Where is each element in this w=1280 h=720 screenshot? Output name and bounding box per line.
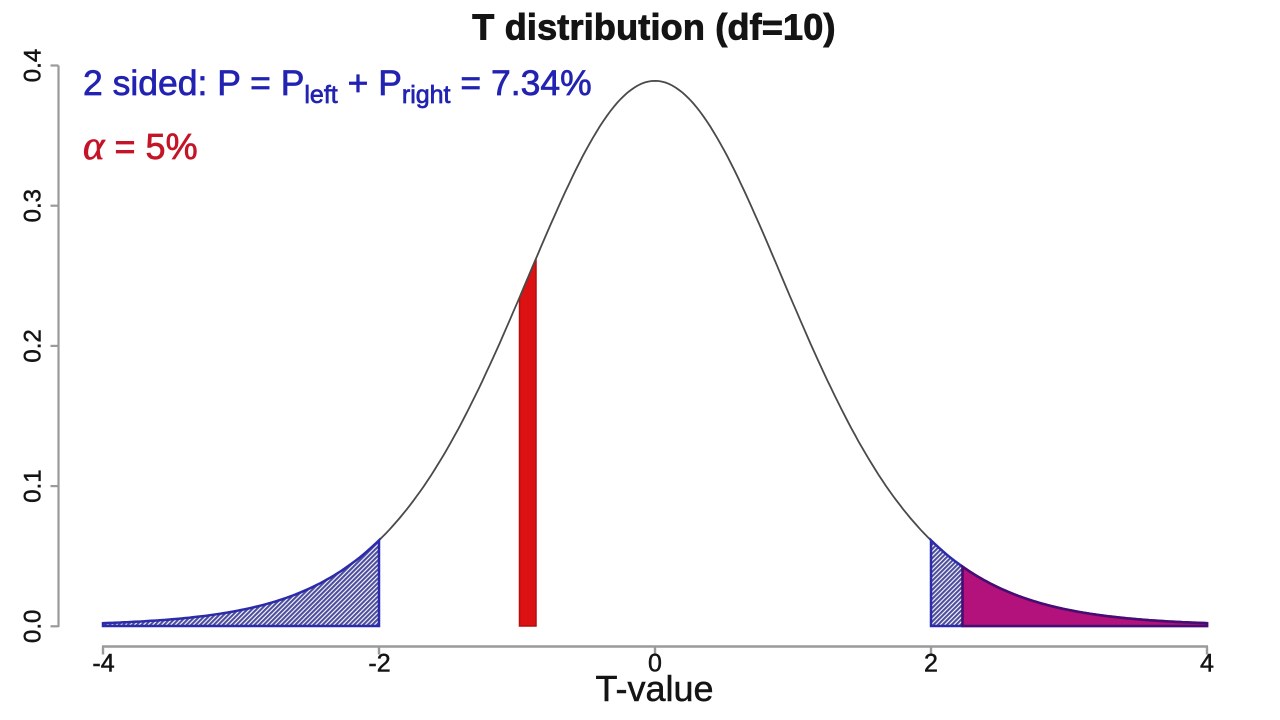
svg-text:-2: -2 — [368, 650, 390, 678]
svg-text:0.1: 0.1 — [19, 469, 46, 502]
svg-text:4: 4 — [1200, 650, 1214, 678]
svg-text:2: 2 — [924, 650, 938, 678]
svg-text:0.2: 0.2 — [19, 329, 46, 362]
svg-text:T-value: T-value — [595, 668, 713, 709]
svg-text:T distribution (df=10): T distribution (df=10) — [472, 7, 835, 48]
svg-text:2 sided: P = Pleft + Pright =: 2 sided: P = Pleft + Pright = 7.34% — [83, 63, 592, 109]
svg-text:0.4: 0.4 — [19, 49, 46, 82]
svg-text:-4: -4 — [92, 650, 114, 678]
svg-text:α = 5%: α = 5% — [83, 122, 198, 168]
svg-text:0: 0 — [648, 650, 662, 678]
svg-text:0.3: 0.3 — [19, 189, 46, 222]
svg-text:0.0: 0.0 — [19, 610, 46, 643]
